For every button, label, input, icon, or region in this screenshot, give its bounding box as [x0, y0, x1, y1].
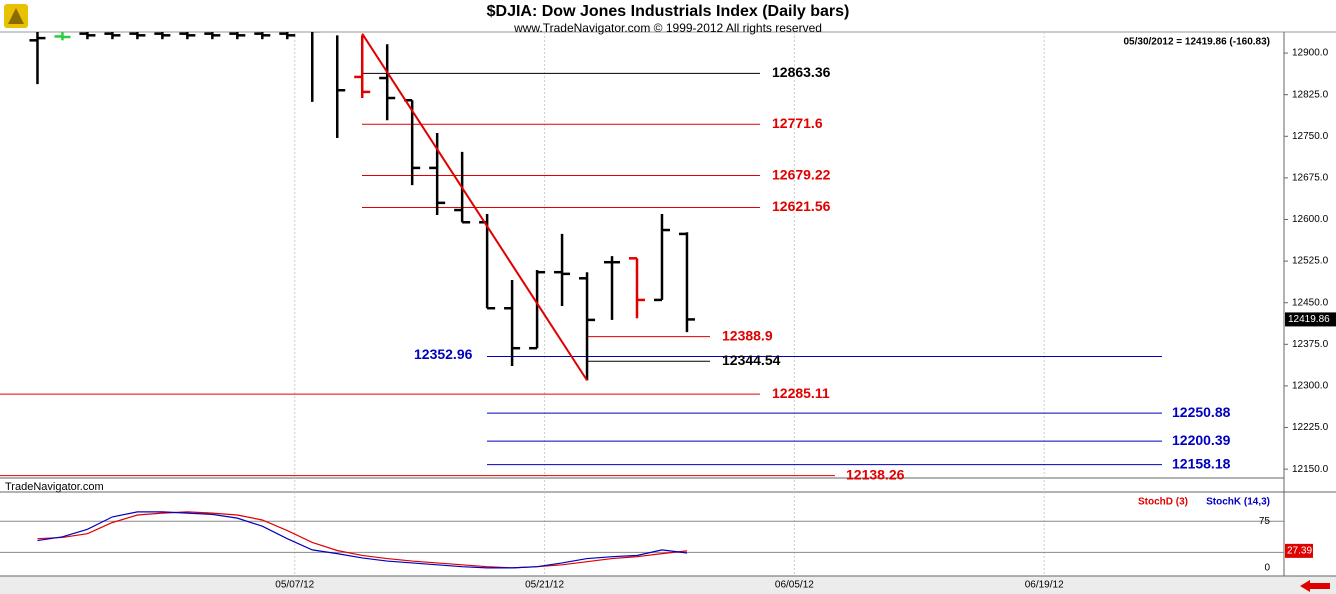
y-tick-label: 12525.0 [1292, 256, 1329, 267]
ohlc-bar [229, 32, 246, 40]
ohlc-bar [479, 213, 496, 310]
ohlc-bar [504, 279, 521, 366]
indicator-last-label: 27.39 [1287, 546, 1312, 557]
y-tick-label: 12675.0 [1292, 173, 1329, 184]
date-strip [0, 576, 1336, 594]
ohlc-bar [529, 269, 546, 350]
ohlc-bar [129, 32, 146, 40]
level-label: 12344.54 [722, 352, 781, 368]
level-label: 12679.22 [772, 166, 831, 182]
ohlc-bar [678, 232, 695, 333]
x-tick-label: 05/21/12 [525, 580, 564, 591]
level-label: 12388.9 [722, 327, 773, 343]
chart-title: $DJIA: Dow Jones Industrials Index (Dail… [487, 3, 850, 20]
y-tick-label: 12225.0 [1292, 422, 1329, 433]
ohlc-bar [179, 32, 196, 40]
ohlc-bar [579, 272, 596, 381]
legend-entry: StochD (3) [1138, 497, 1188, 508]
level-label: 12200.39 [1172, 432, 1231, 448]
level-label: 12771.6 [772, 115, 823, 131]
trendline [361, 33, 588, 381]
ohlc-bar [154, 32, 171, 40]
scroll-arrow[interactable] [1300, 580, 1330, 592]
watermark: TradeNavigator.com [5, 481, 104, 493]
ohlc-bar [629, 257, 646, 319]
y-tick-label: 12825.0 [1292, 89, 1329, 100]
ohlc-bar [54, 32, 71, 41]
ohlc-bar [279, 32, 296, 40]
subtitle: www.TradeNavigator.com © 1999-2012 All r… [513, 21, 822, 35]
ohlc-bar [429, 132, 446, 216]
ohlc-bar [311, 32, 321, 102]
price-pane [0, 32, 1162, 477]
ohlc-bar [79, 32, 96, 40]
indicator-tick-label: 75 [1259, 516, 1271, 527]
ohlc-bar [604, 256, 621, 320]
level-label: 12158.18 [1172, 455, 1231, 471]
y-tick-label: 12375.0 [1292, 339, 1329, 350]
indicator-last-box [1285, 543, 1313, 558]
logo [4, 4, 28, 28]
y-tick-label: 12900.0 [1292, 48, 1329, 59]
level-label: 12138.26 [846, 466, 905, 482]
y-tick-label: 12150.0 [1292, 464, 1329, 475]
indicator-line [37, 511, 688, 569]
ohlc-bar [354, 35, 371, 99]
ohlc-bar [335, 35, 346, 138]
info: 05/30/2012 = 12419.86 (-160.83) [1123, 37, 1270, 48]
y-tick-label: 12600.0 [1292, 214, 1329, 225]
last-price-box [1285, 312, 1336, 327]
ohlc-bar [254, 32, 271, 40]
ohlc-bar [104, 32, 121, 40]
ohlc-bar [29, 32, 46, 85]
ohlc-bar [653, 213, 670, 302]
x-tick-label: 06/05/12 [775, 580, 814, 591]
level-label: 12250.88 [1172, 404, 1231, 420]
ohlc-bar [204, 32, 221, 40]
ohlc-bar [379, 44, 396, 121]
indicator-line [37, 511, 688, 569]
y-tick-label: 12450.0 [1292, 297, 1329, 308]
level-label: 12285.11 [772, 385, 830, 401]
x-tick-label: 06/19/12 [1025, 580, 1064, 591]
legend-entry: StochK (14,3) [1206, 497, 1270, 508]
x-tick-label: 05/07/12 [275, 580, 314, 591]
last-price-label: 12419.86 [1288, 314, 1330, 325]
level-label: 12352.96 [414, 346, 473, 362]
level-label: 12863.36 [772, 64, 831, 80]
y-tick-label: 12300.0 [1292, 381, 1329, 392]
indicator-pane [37, 511, 688, 569]
indicator-tick-label: 0 [1264, 563, 1270, 574]
ohlc-bar [554, 233, 571, 307]
level-label: 12621.56 [772, 198, 831, 214]
y-tick-label: 12750.0 [1292, 131, 1329, 142]
